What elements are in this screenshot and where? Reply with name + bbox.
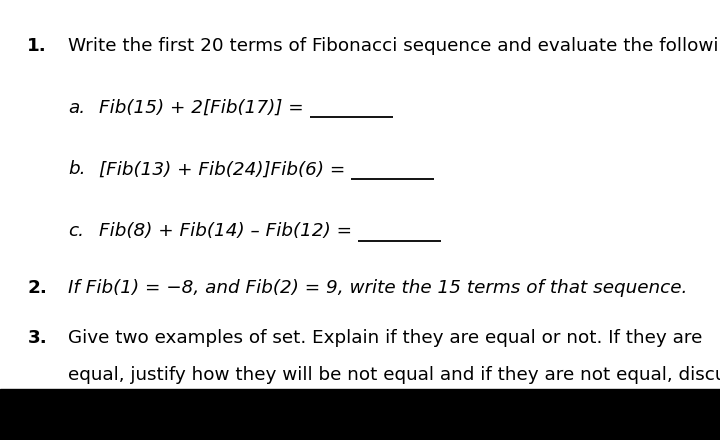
Text: If Fib(1) = −8, and Fib(2) = 9, write the 15 terms of that sequence.: If Fib(1) = −8, and Fib(2) = 9, write th… — [68, 279, 688, 297]
Text: 1.: 1. — [27, 37, 47, 55]
Text: a.: a. — [68, 99, 86, 117]
Bar — [0, 389, 720, 440]
Text: Write the first 20 terms of Fibonacci sequence and evaluate the following:: Write the first 20 terms of Fibonacci se… — [68, 37, 720, 55]
Text: c.: c. — [68, 222, 84, 240]
Text: 3.: 3. — [27, 329, 47, 347]
Text: Give two examples of set. Explain if they are equal or not. If they are: Give two examples of set. Explain if the… — [68, 329, 703, 347]
Text: [Fib(13) + Fib(24)]Fib(6) =: [Fib(13) + Fib(24)]Fib(6) = — [99, 161, 351, 178]
Text: Fib(8) + Fib(14) – Fib(12) =: Fib(8) + Fib(14) – Fib(12) = — [99, 222, 359, 240]
Text: how they will be equal.: how they will be equal. — [68, 403, 281, 421]
Text: 2.: 2. — [27, 279, 48, 297]
Text: equal, justify how they will be not equal and if they are not equal, discuss: equal, justify how they will be not equa… — [68, 366, 720, 384]
Text: Fib(15) + 2[Fib(17)] =: Fib(15) + 2[Fib(17)] = — [99, 99, 310, 117]
Text: b.: b. — [68, 161, 86, 178]
